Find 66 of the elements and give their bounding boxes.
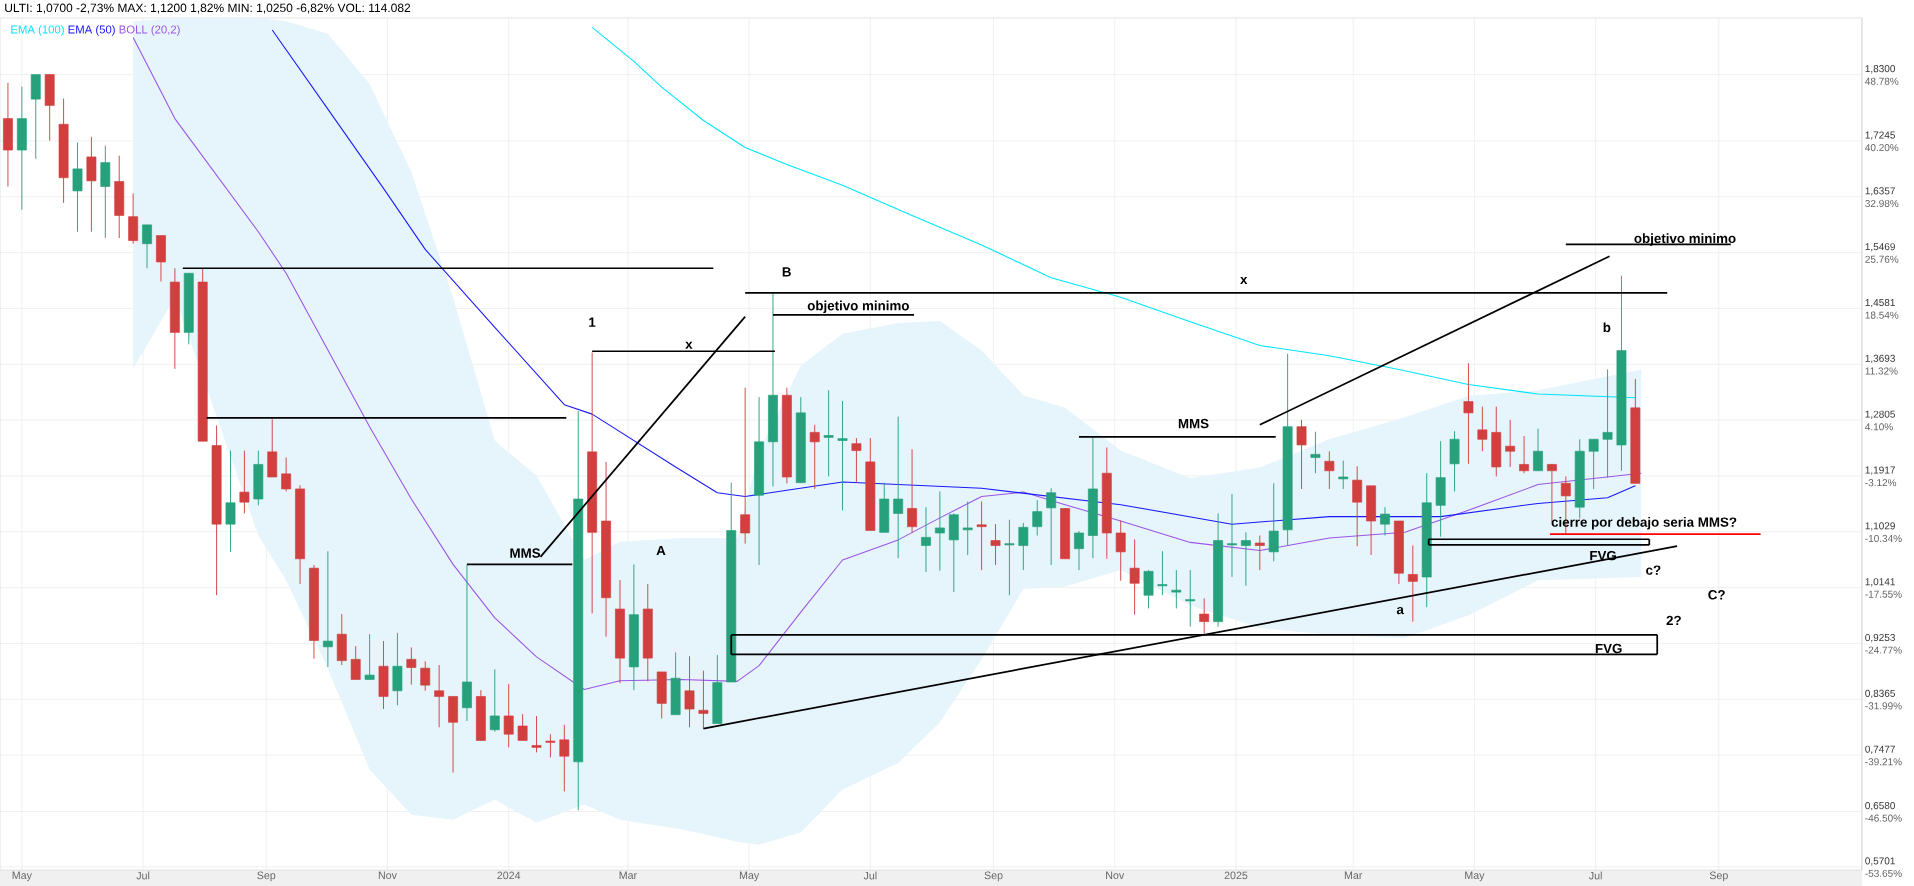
annotation: 1	[589, 317, 596, 327]
annotation: objetivo minimo	[1634, 233, 1736, 246]
y-tick-label: 0,9253	[1865, 633, 1895, 643]
annotation: objetivo minimo	[807, 300, 909, 314]
y-tick-label: 1,1917	[1865, 466, 1895, 475]
y-tick-label: 1,3693	[1865, 354, 1895, 364]
y2-tick-label: 40.20%	[1865, 144, 1899, 152]
series-label: BOLL (20,2)	[119, 25, 180, 36]
x-tick-label: Jul	[1588, 871, 1602, 880]
annotation: B	[782, 267, 791, 277]
annotation: cierre por debajo seria MMS?	[1551, 517, 1737, 530]
text: EMA (50)	[68, 25, 115, 36]
y-tick-label: 1,1029	[1865, 522, 1895, 531]
y-tick-label: 0,5701	[1865, 857, 1895, 866]
x-tick-label: May	[1465, 871, 1485, 882]
annotation: 2?	[1666, 615, 1681, 626]
x-tick-label: Mar	[619, 871, 637, 880]
annotation: MMS	[1178, 418, 1209, 429]
y2-tick-label: -46.50%	[1865, 814, 1902, 822]
y-tick-label: 0,8365	[1865, 689, 1895, 699]
annotation: MMS	[510, 548, 541, 558]
y2-tick-label: 25.76%	[1865, 255, 1899, 263]
annotation: A	[656, 545, 666, 556]
y-tick-label: 1,5469	[1865, 243, 1895, 252]
x-tick-label: 2025	[1224, 871, 1248, 880]
y-tick-label: 1,0141	[1865, 578, 1895, 587]
annotation: a	[1396, 606, 1404, 615]
y2-tick-label: -24.77%	[1865, 646, 1902, 654]
y2-tick-label: 4.10%	[1865, 423, 1893, 431]
y-tick-label: 0,6580	[1865, 802, 1896, 811]
y2-tick-label: -3.12%	[1865, 479, 1897, 487]
y2-tick-label: 18.54%	[1865, 311, 1899, 319]
y-tick-label: 1,4581	[1865, 298, 1895, 308]
chart-title: ULTI: 1,0700 -2,73% MAX: 1,1200 1,82% MIN: 1,0250 -6,82% VOL: 114.082	[5, 3, 411, 14]
x-tick-label: Nov	[1106, 871, 1125, 880]
y2-tick-label: -10.34%	[1865, 534, 1902, 543]
y2-tick-label: -17.55%	[1865, 590, 1902, 598]
annotation: c?	[1646, 565, 1661, 575]
y-tick-label: 1,6357	[1865, 187, 1895, 196]
annotation: FVG	[1590, 550, 1616, 561]
y2-tick-label: 11.32%	[1865, 367, 1898, 375]
x-tick-label: Sep	[984, 871, 1003, 882]
x-tick-label: Mar	[1344, 871, 1363, 880]
y2-tick-label: -39.21%	[1865, 758, 1902, 766]
x-tick-label: Sep	[257, 871, 276, 882]
text: EMA (100)	[11, 25, 64, 36]
y-tick-label: 0,7477	[1865, 745, 1895, 754]
x-tick-label: Jul	[136, 871, 150, 880]
annotation: FVG	[1595, 643, 1622, 654]
x-tick-label: May	[739, 871, 760, 882]
x-tick-label: Nov	[378, 871, 397, 880]
annotation: x	[685, 341, 693, 349]
y2-tick-label: 48.78%	[1865, 77, 1899, 85]
y2-tick-label: -53.65%	[1865, 869, 1902, 877]
x-tick-label: 2024	[497, 871, 521, 880]
y2-tick-label: 32.98%	[1865, 199, 1899, 207]
annotation: x	[1240, 276, 1248, 284]
x-tick-label: Jul	[863, 871, 877, 880]
x-tick-label: Sep	[1709, 871, 1728, 882]
annotation: b	[1603, 322, 1611, 333]
y-tick-label: 1,7245	[1865, 131, 1895, 140]
y-tick-label: 1,8300	[1865, 65, 1896, 74]
x-tick-label: May	[12, 871, 32, 882]
annotation: C?	[1708, 590, 1725, 600]
y2-tick-label: -31.99%	[1865, 702, 1902, 710]
y-tick-label: 1,2805	[1865, 410, 1895, 419]
